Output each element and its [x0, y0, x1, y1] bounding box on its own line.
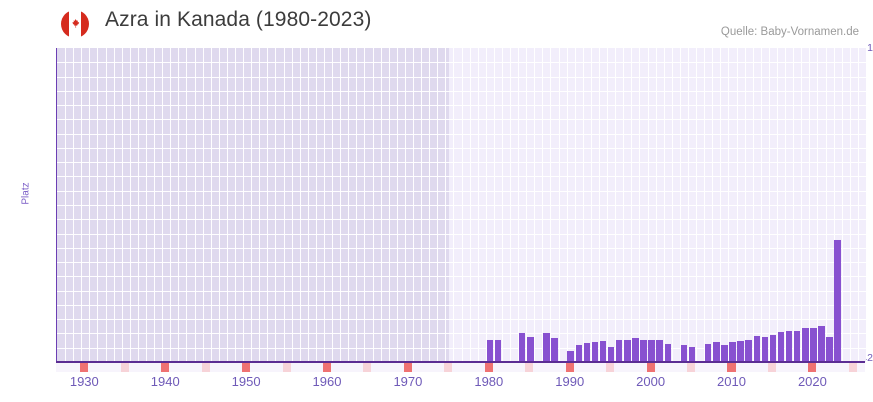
x-axis-tick-1930: 1930	[69, 374, 99, 389]
bar-1984	[518, 333, 526, 362]
x-axis-tick-2020: 2020	[797, 374, 827, 389]
page-title: Azra in Kanada (1980-2023)	[105, 8, 372, 31]
axis-marker-1940	[161, 363, 170, 372]
bar-1992	[583, 343, 591, 362]
canada-flag-icon	[61, 10, 89, 38]
axis-marker-2015	[767, 363, 776, 372]
bar-2014	[761, 337, 769, 362]
bar-1994	[599, 341, 607, 362]
bar-2022	[826, 337, 833, 362]
bar-2004	[680, 345, 688, 362]
bar-1996	[616, 340, 623, 362]
axis-marker-2010	[727, 363, 736, 372]
x-axis-tick-2010: 2010	[717, 374, 746, 389]
bar-series	[57, 48, 866, 362]
bar-1985	[527, 337, 534, 362]
bar-1993	[591, 342, 599, 362]
axis-marker-1945	[201, 363, 210, 372]
maple-leaf-icon	[61, 10, 89, 38]
bar-2008	[713, 342, 720, 362]
x-axis-tick-1950: 1950	[231, 374, 261, 389]
x-axis-marker-strip	[56, 363, 865, 372]
axis-marker-1990	[565, 363, 574, 372]
x-axis-ticks: 1930 1940 1950 1960 1970 1980 1990 2000 2010 2020	[0, 374, 873, 394]
flag-left-band	[61, 10, 69, 38]
bar-2000	[648, 340, 655, 362]
axis-marker-1965	[363, 363, 372, 372]
axis-marker-1980	[484, 363, 493, 372]
axis-marker-1930	[80, 363, 89, 372]
bar-1981	[494, 340, 502, 362]
bar-2013	[753, 336, 761, 362]
bar-1998	[632, 338, 639, 362]
axis-marker-2020	[808, 363, 817, 372]
bar-1999	[640, 340, 647, 362]
x-axis-tick-1980: 1980	[474, 374, 504, 389]
flag-right-band	[81, 10, 89, 38]
x-axis-line	[56, 361, 865, 363]
axis-marker-1985	[525, 363, 534, 372]
axis-marker-1970	[403, 363, 412, 372]
bar-2017	[785, 331, 793, 362]
bar-2018	[793, 331, 801, 362]
bar-2019	[802, 328, 809, 362]
bar-1988	[551, 338, 558, 362]
axis-marker-1955	[282, 363, 291, 372]
source-label: Quelle: Baby-Vornamen.de	[720, 26, 859, 38]
x-axis-tick-2000: 2000	[636, 374, 666, 389]
bar-1990	[567, 351, 574, 362]
bar-2023	[834, 240, 841, 362]
bar-1980	[486, 340, 494, 362]
bar-2020	[810, 328, 817, 362]
bar-2007	[705, 344, 712, 362]
bar-2012	[745, 340, 752, 362]
x-axis-tick-1940: 1940	[150, 374, 180, 389]
axis-marker-1960	[322, 363, 332, 372]
bar-2021	[818, 326, 825, 362]
axis-marker-2000	[646, 363, 655, 372]
bar-2005	[688, 347, 696, 362]
bar-2011	[737, 341, 744, 362]
x-axis-tick-1970: 1970	[393, 374, 423, 389]
chart-header: Azra in Kanada (1980-2023) Quelle: Baby-…	[0, 0, 873, 46]
x-axis-tick-1990: 1990	[555, 374, 585, 389]
axis-marker-1950	[242, 363, 251, 372]
axis-marker-2025	[848, 363, 857, 372]
x-axis-tick-1960: 1960	[312, 374, 342, 389]
bar-2001	[656, 340, 663, 362]
y-axis-label: Platz	[20, 182, 32, 205]
axis-marker-1995	[606, 363, 615, 372]
bar-1987	[543, 333, 550, 362]
bar-2016	[777, 332, 785, 362]
axis-marker-2005	[687, 363, 696, 372]
bar-1991	[575, 345, 583, 362]
bar-2010	[729, 342, 736, 362]
axis-marker-1975	[444, 363, 453, 372]
plot-area	[56, 48, 866, 362]
bar-1997	[624, 340, 631, 362]
grid-lines	[57, 48, 866, 362]
y-axis-tick-top: 1	[867, 42, 873, 54]
axis-marker-1935	[120, 363, 129, 372]
bar-2015	[769, 335, 777, 362]
bar-2002	[664, 344, 672, 362]
bar-2009	[721, 345, 728, 362]
bar-1995	[607, 347, 615, 362]
